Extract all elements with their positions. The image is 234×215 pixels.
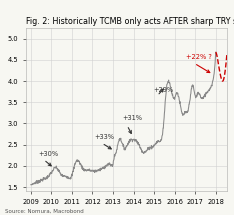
Text: +29%: +29% xyxy=(153,87,173,93)
Text: Source: Nomura, Macrobond: Source: Nomura, Macrobond xyxy=(5,209,84,214)
Text: +33%: +33% xyxy=(95,134,114,140)
Text: +22% ?: +22% ? xyxy=(186,54,212,60)
Text: +30%: +30% xyxy=(38,150,58,157)
Text: Fig. 2: Historically TCMB only acts AFTER sharp TRY sell-off: Fig. 2: Historically TCMB only acts AFTE… xyxy=(26,17,234,26)
Text: +31%: +31% xyxy=(122,115,142,121)
